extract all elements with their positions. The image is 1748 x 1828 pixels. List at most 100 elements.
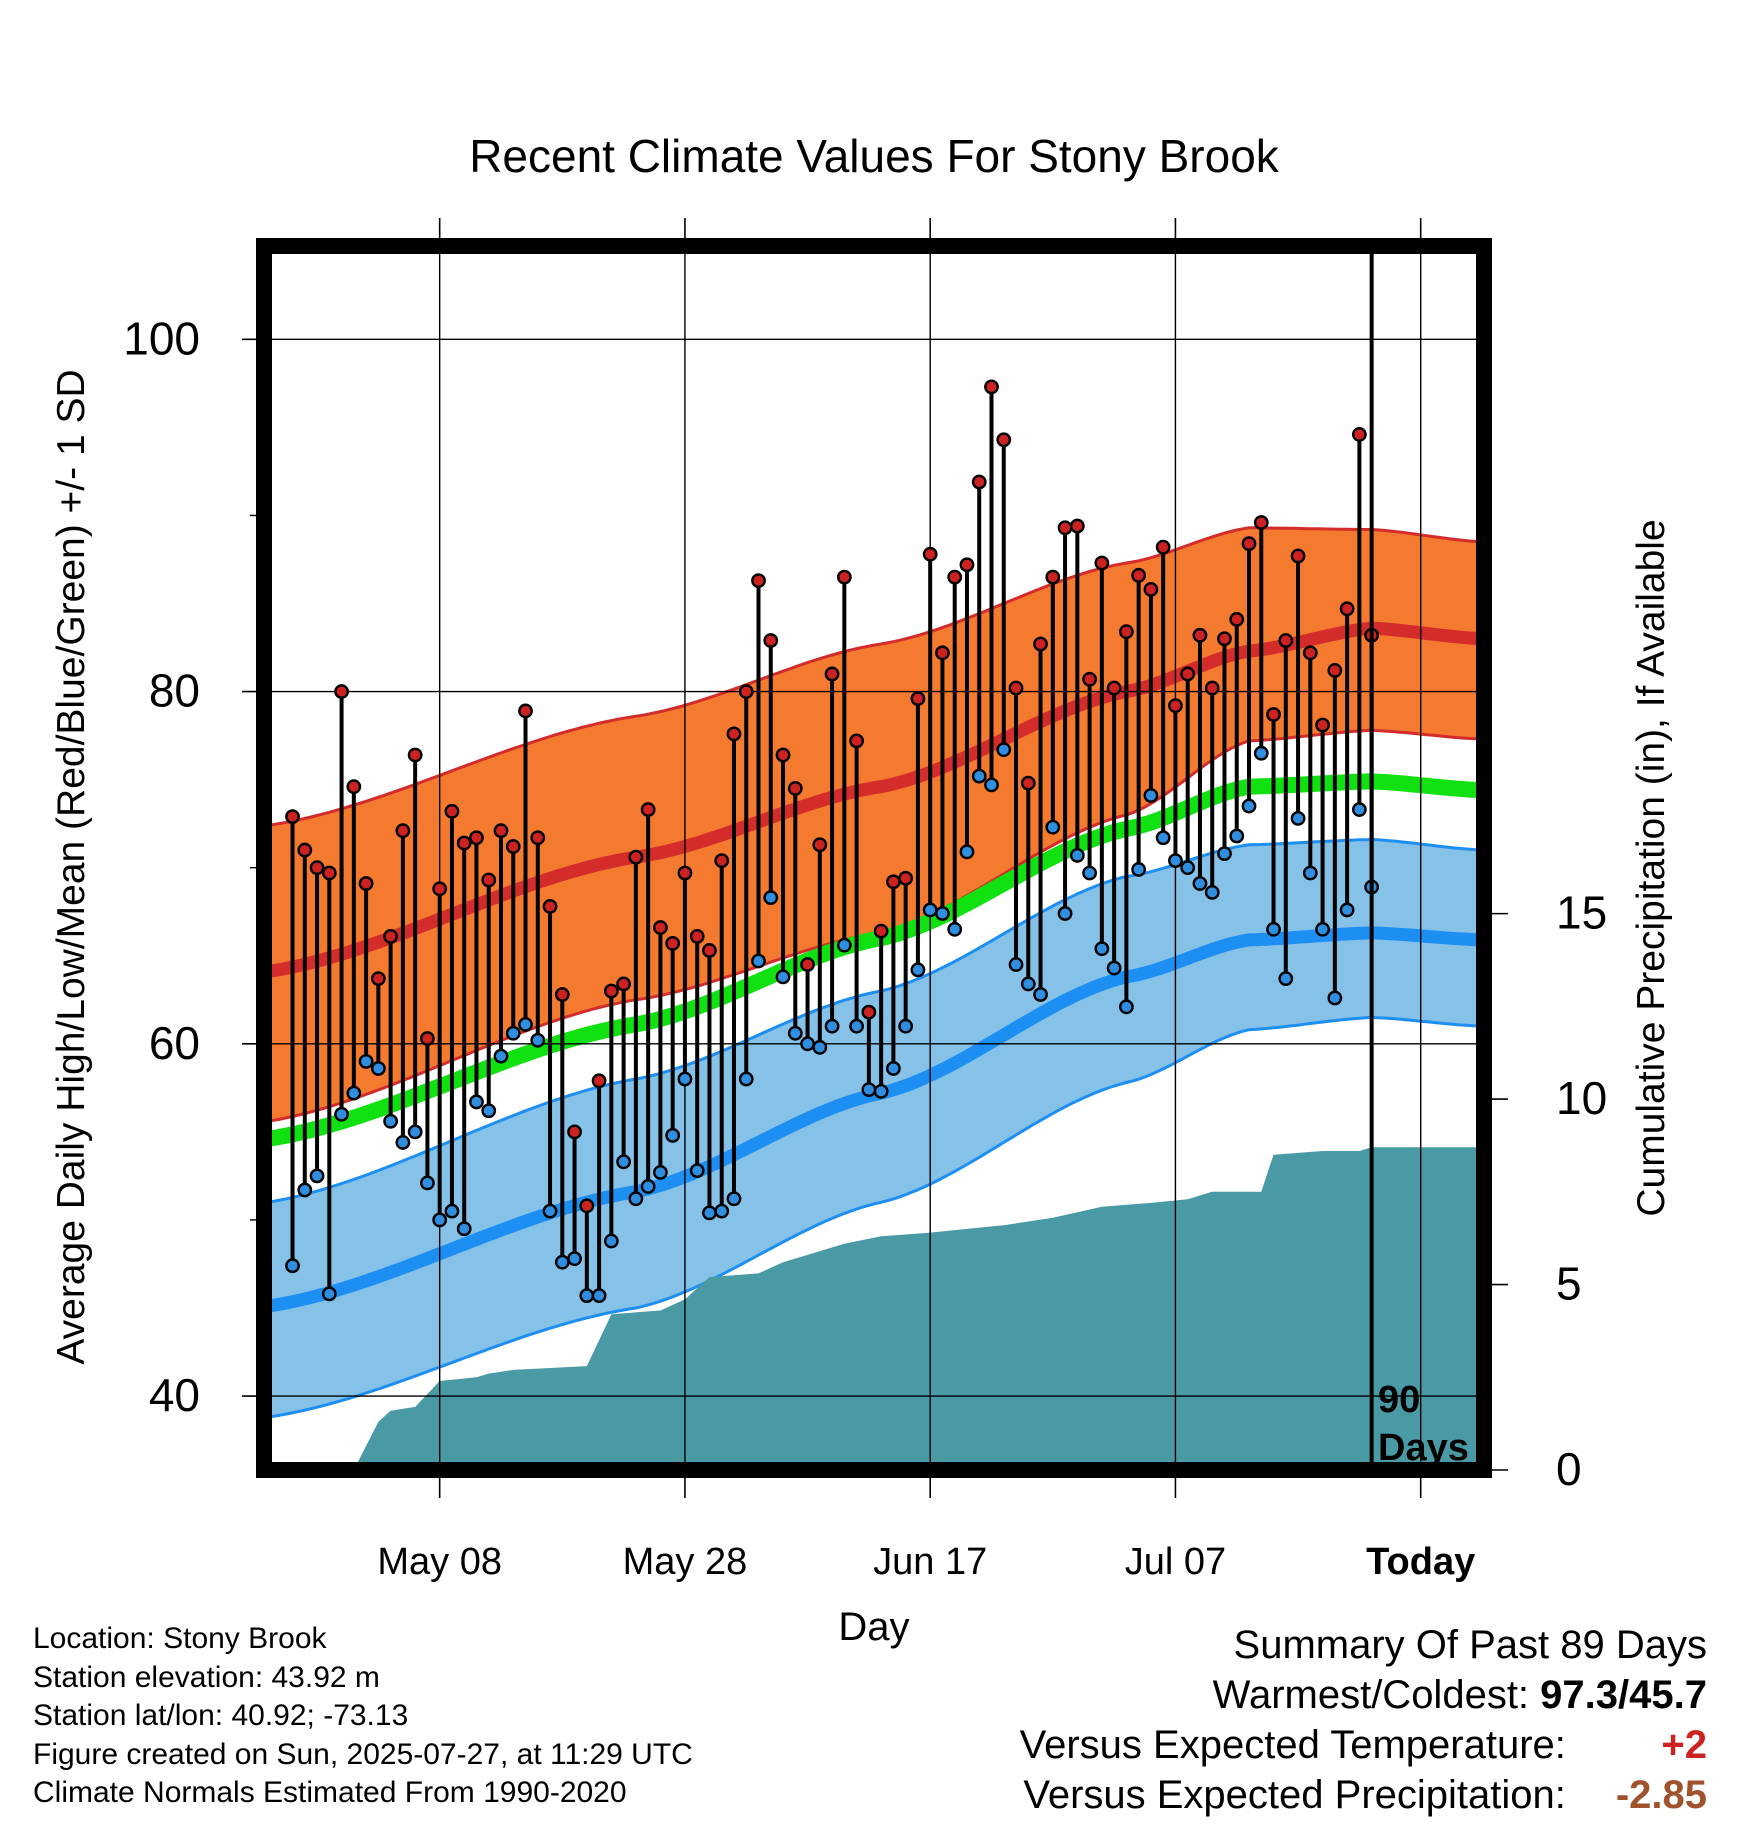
daily-high-point	[1327, 663, 1343, 678]
daily-low-point	[370, 1061, 386, 1076]
days-label-line2: Days	[1378, 1427, 1469, 1469]
y-right-tick-label: 10	[1556, 1072, 1607, 1124]
daily-high-point	[1069, 518, 1085, 534]
daily-high-point	[726, 726, 742, 742]
daily-low-point	[935, 906, 950, 921]
daily-low-point	[714, 1203, 730, 1219]
daily-low-point	[395, 1135, 411, 1150]
daily-high-point	[971, 474, 987, 490]
daily-low-point	[971, 768, 987, 784]
daily-low-point	[800, 1036, 815, 1052]
daily-low-point	[1229, 828, 1245, 844]
daily-low-point	[689, 1163, 705, 1179]
daily-low-point	[812, 1039, 828, 1055]
daily-low-point	[432, 1212, 448, 1228]
daily-low-point	[616, 1154, 632, 1170]
daily-low-point	[984, 777, 999, 793]
daily-low-point	[407, 1124, 423, 1140]
daily-high-point	[395, 823, 411, 839]
y-left-tick-label: 40	[149, 1369, 200, 1421]
daily-low-point	[738, 1071, 754, 1087]
daily-high-point	[922, 546, 938, 562]
daily-low-point	[1217, 846, 1232, 861]
y-axis-label-right: Cumulative Precipitation (in), If Availa…	[1630, 519, 1673, 1216]
x-tick-label: Jul 07	[1125, 1541, 1226, 1583]
daily-low-point	[1168, 853, 1183, 869]
daily-low-point	[996, 742, 1012, 758]
daily-low-point	[665, 1127, 681, 1143]
daily-low-point	[898, 1018, 914, 1034]
daily-high-point	[1082, 671, 1097, 687]
daily-high-point	[898, 870, 914, 886]
daily-high-point	[800, 957, 815, 972]
daily-high-point	[653, 920, 668, 935]
daily-high-point	[935, 645, 950, 661]
daily-low-point	[1278, 971, 1294, 987]
daily-high-point	[1351, 427, 1367, 442]
daily-high-point	[1229, 611, 1245, 627]
daily-high-point	[530, 830, 546, 846]
daily-high-point	[751, 573, 766, 589]
daily-low-point	[653, 1164, 668, 1180]
daily-low-point	[947, 921, 963, 937]
high-plus-sd-edge	[267, 526, 1483, 827]
daily-low-point	[1155, 830, 1171, 846]
daily-high-point	[554, 987, 570, 1002]
daily-high-point	[1143, 582, 1159, 597]
daily-high-point	[334, 684, 349, 699]
axis-ticks: 40 60 80 100 0 5 10 15 May 08 May 28 Jun 17 Jul 07 T…	[123, 218, 1607, 1583]
warm-cold-value: 97.3/45.7	[1540, 1673, 1707, 1717]
daily-low-point	[1351, 802, 1367, 817]
daily-high-point	[910, 691, 926, 707]
x-tick-label: Jun 17	[873, 1541, 987, 1583]
x-axis-label: Day	[838, 1605, 909, 1649]
daily-low-point	[567, 1251, 582, 1267]
daily-low-point	[334, 1106, 349, 1122]
daily-high-point	[1339, 601, 1355, 617]
daily-high-point	[358, 876, 374, 891]
daily-high-point	[1094, 555, 1110, 571]
daily-high-point	[383, 928, 399, 944]
daily-low-point	[1241, 798, 1257, 814]
daily-low-point	[603, 1233, 619, 1249]
daily-low-point	[554, 1254, 570, 1270]
daily-low-point	[1290, 810, 1306, 826]
daily-low-point	[530, 1032, 546, 1048]
daily-low-point	[1131, 862, 1147, 877]
daily-low-point	[505, 1025, 521, 1041]
daily-high-point	[1057, 520, 1073, 536]
temp-deviation-label: Versus Expected Temperature:	[1019, 1723, 1566, 1767]
daily-high-point	[297, 842, 313, 858]
daily-low-point	[591, 1288, 607, 1304]
daily-low-point	[1069, 847, 1085, 863]
station-latlon: Station lat/lon: 40.92; -73.13	[33, 1699, 409, 1732]
daily-low-point	[1045, 819, 1061, 835]
daily-low-point	[824, 1018, 840, 1034]
daily-high-point	[959, 557, 975, 573]
daily-low-point	[775, 969, 791, 985]
daily-high-point	[542, 899, 558, 914]
daily-high-point	[1217, 631, 1232, 647]
daily-low-point	[297, 1182, 313, 1198]
daily-high-point	[824, 666, 840, 682]
daily-low-point	[469, 1094, 484, 1110]
daily-high-point	[812, 837, 828, 853]
y-left-tick-label: 80	[149, 665, 200, 717]
station-info: Location: Stony Brook Station elevation:…	[33, 1620, 693, 1813]
daily-high-point	[505, 839, 521, 854]
precip-deviation-value: -2.85	[1615, 1773, 1707, 1817]
daily-high-point	[640, 802, 656, 817]
warm-cold-label: Warmest/Coldest:	[1212, 1673, 1530, 1717]
daily-low-point	[1033, 987, 1048, 1002]
summary-title: Summary Of Past 89 Days	[1233, 1623, 1707, 1667]
daily-low-point	[309, 1168, 325, 1184]
daily-low-point	[1008, 957, 1024, 972]
daily-high-point	[836, 569, 852, 585]
daily-high-point	[432, 881, 448, 897]
daily-low-point	[922, 902, 938, 918]
daily-high-point	[370, 971, 386, 987]
daily-low-point	[861, 1082, 877, 1097]
normals-period: Climate Normals Estimated From 1990-2020	[33, 1776, 627, 1809]
daily-high-point	[616, 976, 632, 992]
normal-high-line	[266, 621, 1483, 979]
